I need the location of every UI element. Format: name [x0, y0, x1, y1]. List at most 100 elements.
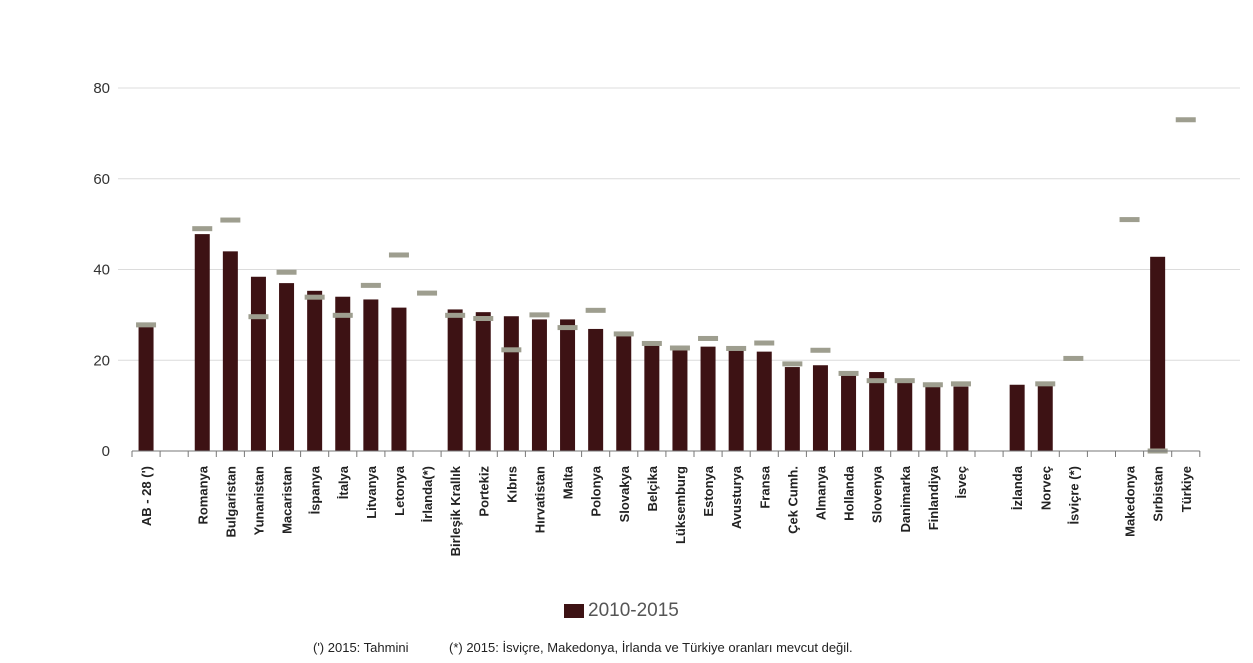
x-tick-label: İtalya [336, 465, 351, 499]
x-tick-label: Sırbistan [1151, 466, 1166, 522]
marker [192, 226, 213, 232]
x-tick-label: İzlanda [1010, 465, 1025, 510]
legend-swatch [564, 604, 584, 618]
marker [1063, 355, 1084, 361]
bar [194, 234, 210, 451]
x-tick-label: Fransa [757, 465, 772, 508]
bar [925, 387, 941, 451]
x-axis-tick-labels: AB - 28 (') Romanya Bulgaristan Yunanistan M… [139, 465, 1194, 556]
marker [473, 316, 494, 322]
y-tick-label: 20 [93, 352, 110, 369]
x-tick-label: Makedonya [1123, 465, 1138, 537]
marker [332, 312, 353, 318]
x-tick-label: Hırvatistan [532, 466, 547, 533]
bar [672, 349, 688, 451]
x-tick-label: Malta [561, 465, 576, 499]
bar [503, 316, 519, 451]
x-tick-label: Kıbrıs [504, 466, 519, 503]
x-tick-label: Litvanya [364, 465, 379, 519]
x-tick-label: Finlandiya [926, 465, 941, 530]
bar [307, 290, 323, 451]
marker [388, 252, 409, 258]
footnote-missing: (*) 2015: İsviçre, Makedonya, İrlanda ve… [449, 640, 853, 655]
bar [588, 328, 604, 451]
bar [222, 251, 238, 451]
x-tick-label: Danimarka [898, 465, 913, 532]
bar [784, 367, 800, 451]
bar [953, 386, 969, 451]
marker [276, 269, 297, 275]
marker [613, 331, 634, 337]
bar [644, 344, 660, 451]
marker [894, 378, 915, 384]
marker [641, 340, 662, 346]
marker [1119, 217, 1140, 223]
bar [897, 382, 913, 451]
marker [669, 345, 690, 351]
marker [754, 340, 775, 346]
bar [1009, 384, 1025, 451]
x-tick-label: Birleşik Krallık [448, 465, 463, 556]
bar [447, 309, 463, 451]
marker [726, 345, 747, 351]
x-tick-label: Macaristan [280, 466, 295, 534]
x-tick-label: Portekiz [476, 466, 491, 517]
bar [138, 326, 154, 451]
x-tick-label: Norveç [1038, 466, 1053, 510]
bar [335, 296, 351, 451]
footnote-estimate: (') 2015: Tahmini [313, 640, 409, 655]
bar [391, 307, 407, 451]
markers [136, 117, 1196, 454]
bar [1150, 256, 1166, 451]
bar [279, 283, 295, 451]
x-tick-label: İsviçre (*) [1066, 466, 1081, 525]
bar [869, 372, 885, 451]
marker [220, 217, 241, 223]
x-tick-label: Türkiye [1179, 466, 1194, 512]
x-tick-label: İrlanda(*) [420, 466, 435, 522]
bar [812, 365, 828, 451]
marker [922, 382, 943, 388]
marker [529, 312, 550, 318]
marker [136, 322, 157, 328]
bar [756, 351, 772, 451]
marker [782, 361, 803, 367]
x-tick-label: Belçika [645, 465, 660, 511]
bar [1037, 385, 1053, 451]
bar [475, 312, 491, 451]
x-axis [131, 450, 1201, 457]
marker [950, 381, 971, 387]
y-tick-label: 40 [93, 262, 110, 279]
x-tick-label: Polonya [589, 465, 604, 516]
y-tick-label: 80 [93, 80, 110, 97]
bar [841, 375, 857, 451]
marker [248, 314, 269, 320]
marker [557, 325, 578, 331]
marker [585, 307, 606, 313]
x-tick-label: Almanya [813, 465, 828, 520]
bar [560, 319, 576, 451]
legend: 2010-2015 [564, 600, 679, 622]
marker [1035, 381, 1056, 387]
x-tick-label: Çek Cumh. [785, 466, 800, 534]
marker [810, 347, 831, 353]
bar [363, 299, 379, 451]
marker [501, 347, 522, 353]
marker [1175, 117, 1196, 123]
x-tick-label: İspanya [308, 465, 323, 514]
marker [698, 335, 719, 341]
x-tick-label: Letonya [392, 465, 407, 516]
marker [360, 282, 381, 288]
x-tick-label: Bulgaristan [223, 466, 238, 538]
bar [700, 346, 716, 451]
marker [445, 312, 466, 318]
y-tick-label: 0 [102, 443, 110, 460]
marker [866, 378, 887, 384]
x-tick-label: Romanya [195, 465, 210, 524]
bar [728, 350, 744, 451]
y-axis-ticks: 0 20 40 60 80 [93, 80, 110, 460]
bar [616, 333, 632, 451]
x-tick-label: Yunanistan [251, 466, 266, 535]
